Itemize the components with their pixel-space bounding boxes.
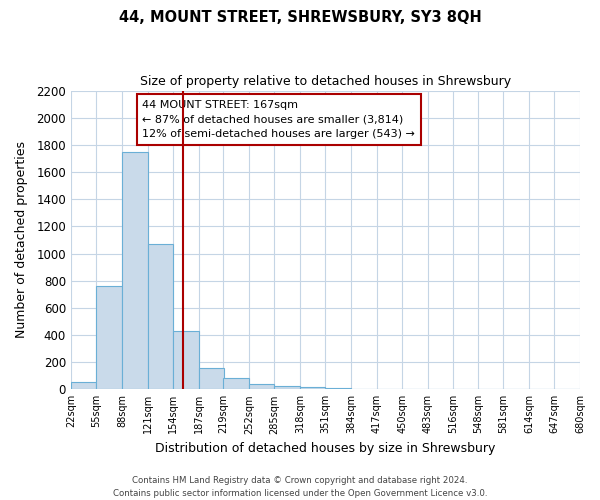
- Bar: [274, 386, 300, 390]
- Bar: [148, 244, 173, 390]
- Bar: [97, 286, 122, 390]
- X-axis label: Distribution of detached houses by size in Shrewsbury: Distribution of detached houses by size …: [155, 442, 496, 455]
- Bar: [173, 331, 199, 390]
- Bar: [199, 368, 224, 390]
- Bar: [249, 384, 274, 390]
- Bar: [300, 388, 325, 390]
- Title: Size of property relative to detached houses in Shrewsbury: Size of property relative to detached ho…: [140, 75, 511, 88]
- Y-axis label: Number of detached properties: Number of detached properties: [15, 142, 28, 338]
- Bar: [122, 152, 148, 390]
- Text: 44, MOUNT STREET, SHREWSBURY, SY3 8QH: 44, MOUNT STREET, SHREWSBURY, SY3 8QH: [119, 10, 481, 25]
- Bar: [325, 388, 351, 390]
- Text: Contains HM Land Registry data © Crown copyright and database right 2024.
Contai: Contains HM Land Registry data © Crown c…: [113, 476, 487, 498]
- Bar: [351, 388, 377, 390]
- Bar: [71, 382, 97, 390]
- Text: 44 MOUNT STREET: 167sqm
← 87% of detached houses are smaller (3,814)
12% of semi: 44 MOUNT STREET: 167sqm ← 87% of detache…: [142, 100, 415, 139]
- Bar: [223, 378, 249, 390]
